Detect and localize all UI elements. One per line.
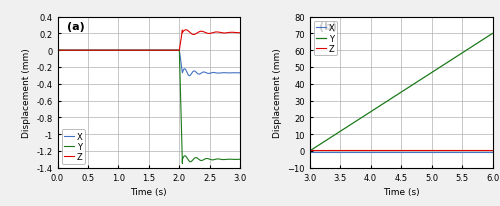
Z — [238, 32, 244, 35]
Y — [92, 50, 98, 52]
Legend: X, Y, Z: X, Y, Z — [62, 129, 85, 164]
Y — [414, 81, 420, 83]
Line: Y: Y — [58, 51, 240, 164]
Z — [390, 149, 396, 151]
Y-axis label: Displacement (mm): Displacement (mm) — [273, 48, 282, 137]
X — [114, 50, 120, 52]
X — [186, 75, 192, 77]
Z — [306, 149, 312, 151]
X-axis label: Time (s): Time (s) — [383, 187, 420, 196]
Y — [429, 72, 435, 74]
Z — [114, 50, 120, 52]
X — [354, 151, 360, 154]
Text: (b): (b) — [319, 22, 337, 32]
Y — [196, 158, 202, 161]
Z — [92, 50, 98, 52]
Z — [192, 34, 198, 36]
Z — [354, 149, 360, 151]
Y — [54, 50, 60, 52]
Z — [414, 149, 420, 151]
X — [162, 50, 168, 52]
X — [192, 70, 198, 73]
X — [196, 74, 202, 76]
Z — [162, 50, 168, 52]
Y — [122, 50, 128, 52]
Line: Z: Z — [58, 31, 240, 51]
Z — [429, 149, 435, 151]
Legend: X, Y, Z: X, Y, Z — [314, 22, 337, 56]
X — [54, 50, 60, 52]
X — [444, 151, 450, 154]
X — [429, 151, 435, 154]
Z — [444, 149, 450, 151]
Z — [122, 50, 128, 52]
Y — [238, 158, 244, 161]
Z — [54, 50, 60, 52]
X — [92, 50, 98, 52]
X — [414, 151, 420, 154]
Line: X: X — [58, 51, 240, 76]
Y — [390, 97, 396, 99]
Z — [339, 149, 345, 151]
Text: (a): (a) — [66, 22, 84, 32]
X — [339, 151, 345, 154]
Y — [192, 157, 198, 159]
Y — [354, 120, 360, 122]
Y-axis label: Displacement (mm): Displacement (mm) — [22, 48, 31, 137]
X — [122, 50, 128, 52]
Y — [490, 33, 496, 35]
Line: Y: Y — [310, 34, 492, 151]
Y — [180, 163, 186, 165]
X — [490, 151, 496, 154]
X — [306, 151, 312, 154]
Z — [196, 32, 202, 34]
Y — [162, 50, 168, 52]
Z — [490, 149, 496, 151]
Y — [114, 50, 120, 52]
X — [390, 151, 396, 154]
Y — [444, 62, 450, 64]
Y — [339, 129, 345, 132]
Y — [306, 150, 312, 152]
X — [238, 72, 244, 75]
X-axis label: Time (s): Time (s) — [130, 187, 167, 196]
Z — [183, 29, 189, 32]
